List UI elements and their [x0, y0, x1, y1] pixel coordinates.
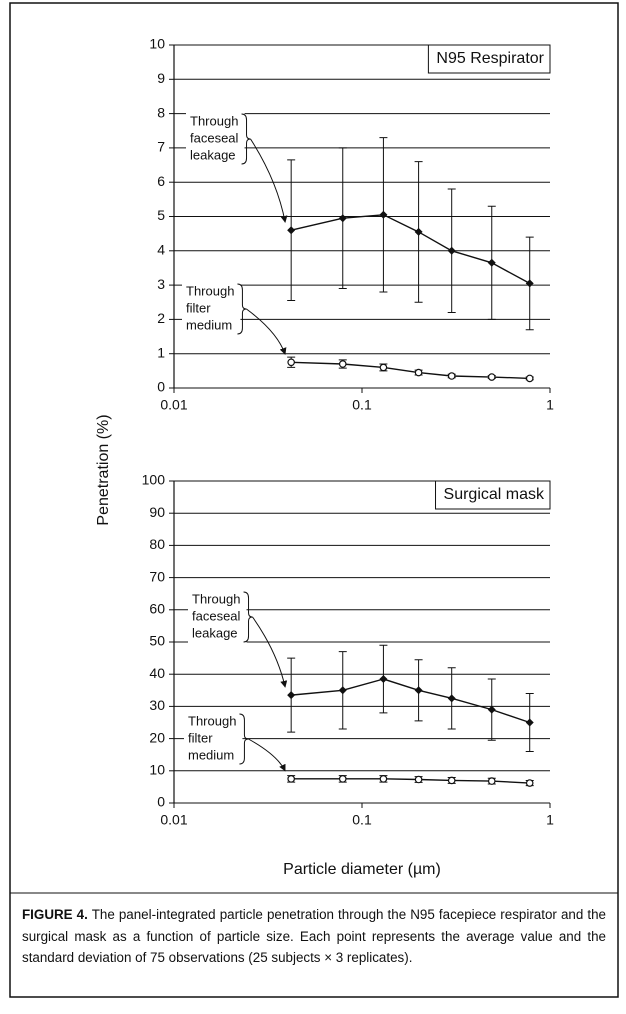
- y-tick-label: 5: [157, 207, 165, 223]
- annotation-text: filter: [186, 300, 211, 315]
- marker: [379, 675, 388, 684]
- annotation-arrow: [248, 738, 286, 772]
- marker: [414, 227, 423, 236]
- series-line: [291, 214, 531, 285]
- annotation-text: Through: [188, 713, 236, 728]
- marker: [487, 705, 496, 714]
- marker: [525, 374, 534, 383]
- marker: [338, 360, 347, 368]
- marker: [287, 358, 295, 367]
- annotation-text: faceseal: [190, 130, 239, 145]
- chart-title: N95 Respirator: [436, 50, 544, 67]
- marker: [338, 686, 347, 695]
- y-tick-label: 0: [157, 379, 165, 395]
- annotation-text: leakage: [190, 147, 236, 162]
- caption-label: FIGURE 4.: [22, 907, 88, 922]
- marker: [379, 210, 388, 219]
- marker: [525, 779, 534, 787]
- marker: [338, 775, 347, 783]
- y-tick-label: 70: [149, 568, 165, 584]
- frame: [9, 2, 619, 998]
- annotation-text: medium: [186, 317, 232, 332]
- annotation-bg: [186, 112, 245, 167]
- marker: [487, 777, 496, 785]
- annotation-text: filter: [188, 730, 213, 745]
- annotation-text: medium: [188, 747, 234, 762]
- y-tick-label: 3: [157, 276, 165, 292]
- marker: [414, 686, 423, 695]
- y-tick-label: 40: [149, 665, 165, 681]
- marker: [487, 373, 496, 381]
- marker: [447, 246, 456, 255]
- y-tick-label: 0: [157, 794, 165, 810]
- x-tick-label: 1: [546, 397, 554, 413]
- x-tick-label: 0.1: [352, 397, 372, 413]
- y-tick-label: 7: [157, 139, 165, 155]
- annotation-bg: [182, 282, 241, 337]
- annotation-bg: [184, 712, 243, 767]
- x-axis-label: Particle diameter (µm): [283, 861, 441, 878]
- marker: [525, 718, 534, 727]
- series-line: [291, 678, 530, 724]
- marker: [447, 776, 456, 785]
- marker: [414, 775, 423, 784]
- marker: [487, 258, 496, 267]
- y-tick-label: 100: [142, 472, 166, 488]
- y-tick-label: 10: [149, 36, 165, 52]
- annotation-arrow: [250, 138, 288, 223]
- marker: [287, 775, 295, 783]
- caption: FIGURE 4. The panel-integrated particle …: [22, 904, 606, 969]
- annotation-bg: [188, 590, 247, 645]
- y-tick-label: 2: [157, 310, 165, 326]
- annotation-text: Through: [190, 113, 238, 128]
- y-tick-label: 80: [149, 536, 165, 552]
- marker: [379, 363, 388, 372]
- chart-title: Surgical mask: [444, 486, 545, 503]
- annotation-text: Through: [192, 591, 240, 606]
- y-tick-label: 9: [157, 70, 165, 86]
- x-tick-label: 0.1: [352, 812, 372, 828]
- marker: [414, 368, 423, 377]
- annotation-text: faceseal: [192, 608, 241, 623]
- y-tick-label: 90: [149, 504, 165, 520]
- title-box: [427, 44, 551, 74]
- marker: [338, 214, 347, 223]
- x-tick-label: 1: [546, 812, 554, 828]
- marker: [287, 226, 296, 235]
- y-tick-label: 8: [157, 104, 165, 120]
- marker: [447, 372, 456, 380]
- y-tick-label: 20: [149, 729, 165, 745]
- y-tick-label: 4: [157, 242, 165, 258]
- annotation-arrow: [252, 616, 288, 688]
- y-tick-label: 6: [157, 173, 165, 189]
- title-box: [435, 480, 551, 510]
- marker: [447, 694, 456, 703]
- y-tick-label: 1: [157, 344, 165, 360]
- annotation-text: leakage: [192, 625, 238, 640]
- marker: [525, 279, 534, 288]
- y-tick-label: 30: [149, 697, 165, 713]
- caption-text: The panel-integrated particle penetratio…: [22, 907, 606, 965]
- y-tick-label: 60: [149, 601, 165, 617]
- x-tick-label: 0.01: [160, 397, 187, 413]
- annotation-arrow: [246, 308, 287, 355]
- y-tick-label: 50: [149, 633, 165, 649]
- marker: [287, 691, 296, 700]
- y-tick-label: 10: [149, 762, 165, 778]
- x-tick-label: 0.01: [160, 812, 187, 828]
- annotation-text: Through: [186, 283, 234, 298]
- marker: [379, 775, 388, 783]
- y-axis-label: Penetration (%): [95, 414, 112, 525]
